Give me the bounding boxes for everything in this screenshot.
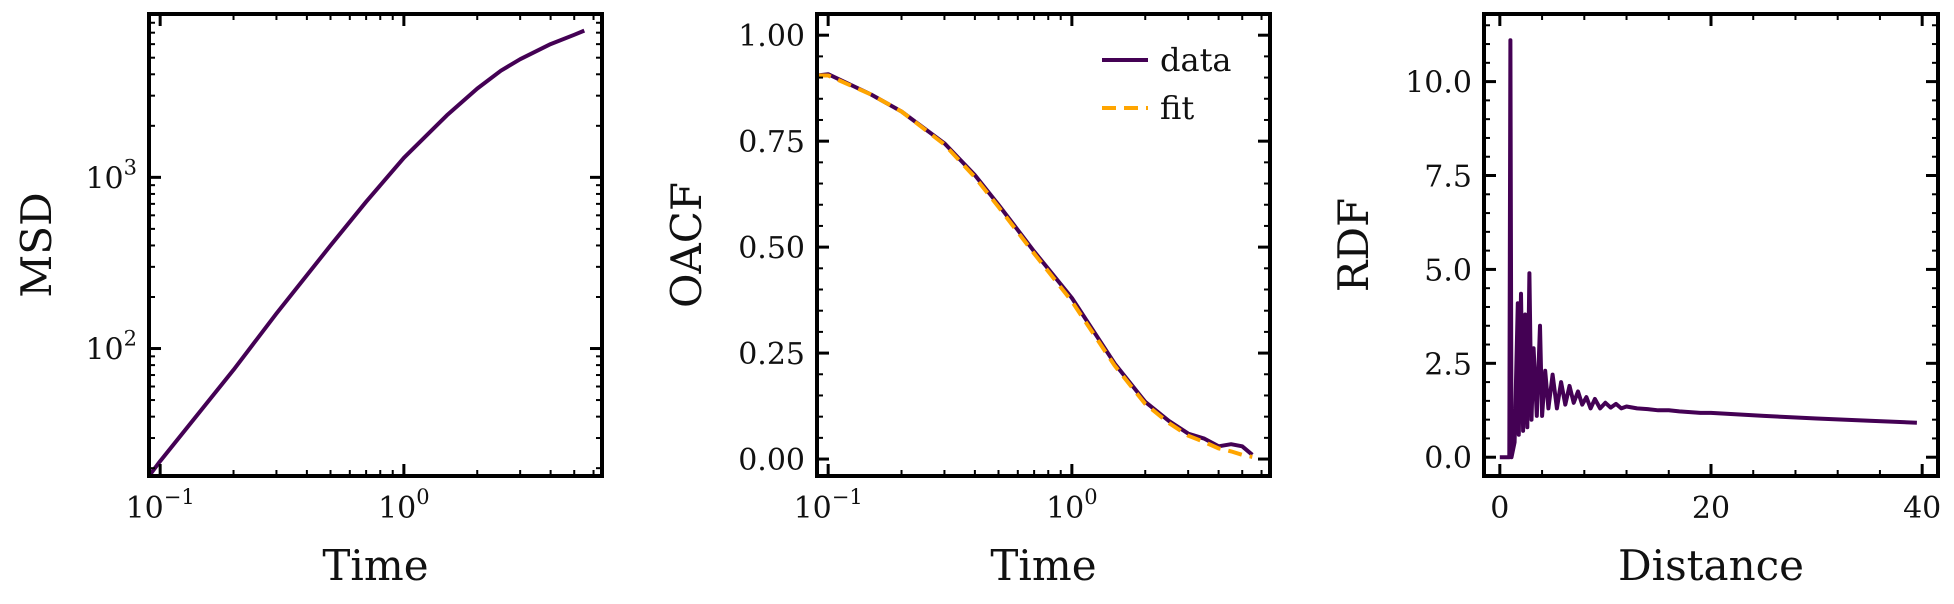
oacf-x-tick-label: 100 <box>1046 485 1098 526</box>
rdf-x-axis-label: Distance <box>1618 541 1804 590</box>
msd-x-tick-label: 10−1 <box>126 485 195 526</box>
msd-series-line-0 <box>149 28 586 476</box>
oacf-series-data <box>817 72 1254 457</box>
oacf-legend: data fit <box>1102 41 1232 127</box>
oacf-x-tick-label: 10−1 <box>794 485 863 526</box>
rdf-y-axis-label: RDF <box>1329 198 1378 292</box>
rdf-series-line-0 <box>1499 38 1917 460</box>
oacf-y-tick-label: 0.75 <box>738 125 805 160</box>
rdf-y-tick-label: 10.0 <box>1405 66 1472 101</box>
msd-frame <box>147 12 604 478</box>
rdf-y-tick-label: 2.5 <box>1424 347 1472 382</box>
oacf-y-tick-label: 0.50 <box>738 231 805 266</box>
rdf-frame <box>1482 12 1940 478</box>
rdf-panel: 0 20 40 0.0 2.5 5.0 7.5 10.0 Distance RDF <box>1329 12 1941 590</box>
oacf-series-fit <box>817 73 1253 459</box>
oacf-y-tick-label: 1.00 <box>738 19 805 54</box>
oacf-panel: 10−1 100 0.00 0.25 0.50 0.75 1.00 Time OACF data f… <box>662 12 1272 590</box>
legend-label-data: data <box>1160 41 1232 79</box>
oacf-y-axis-label: OACF <box>662 182 711 308</box>
oacf-x-axis-label: Time <box>990 541 1096 590</box>
rdf-y-tick-label: 5.0 <box>1424 253 1472 288</box>
msd-y-axis-label: MSD <box>12 192 61 297</box>
rdf-y-tick-label: 0.0 <box>1424 441 1472 476</box>
msd-y-tick-label: 103 <box>85 155 137 196</box>
oacf-y-tick-label: 0.25 <box>738 337 805 372</box>
msd-x-axis-label: Time <box>322 541 428 590</box>
oacf-y-tick-label: 0.00 <box>738 443 805 478</box>
msd-x-tick-label: 100 <box>378 485 430 526</box>
rdf-x-tick-label: 20 <box>1692 491 1730 526</box>
msd-panel: 10−1 100 102 103 Time MSD <box>12 12 604 590</box>
legend-label-fit: fit <box>1160 89 1194 127</box>
rdf-x-tick-label: 40 <box>1903 491 1941 526</box>
rdf-y-tick-label: 7.5 <box>1424 160 1472 195</box>
rdf-x-tick-label: 0 <box>1490 491 1509 526</box>
msd-y-tick-label: 102 <box>85 327 137 368</box>
oacf-frame <box>815 12 1272 478</box>
